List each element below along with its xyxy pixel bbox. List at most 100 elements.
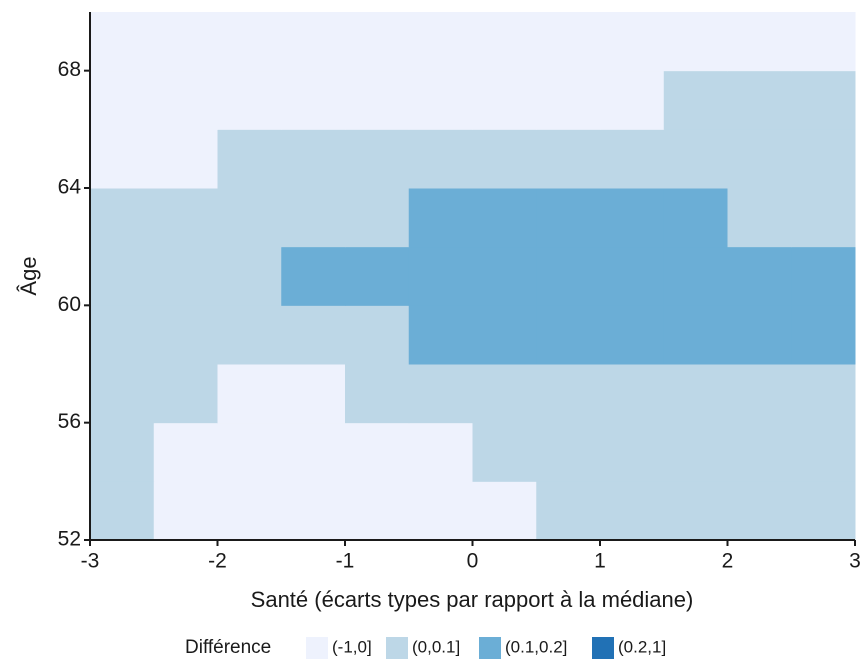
x-axis-label: Santé (écarts types par rapport à la méd… — [251, 587, 694, 612]
heatmap-cell — [663, 422, 728, 482]
heatmap-cell — [217, 422, 282, 482]
heatmap-cell — [727, 129, 792, 189]
heatmap-cell — [90, 12, 155, 72]
heatmap-cell — [408, 188, 473, 248]
heatmap-cell — [663, 12, 728, 72]
heatmap-cell — [345, 12, 410, 72]
heatmap-cell — [791, 70, 856, 130]
heatmap-cell — [791, 246, 856, 306]
heatmap-cell — [791, 129, 856, 189]
heatmap-cell — [345, 70, 410, 130]
heatmap-cell — [791, 12, 856, 72]
heatmap-cell — [345, 364, 410, 424]
heatmap-cell — [727, 481, 792, 541]
heatmap-cell — [791, 305, 856, 365]
heatmap-cell — [536, 246, 601, 306]
heatmap-cell — [663, 305, 728, 365]
heatmap-cell — [663, 188, 728, 248]
y-tick-label: 64 — [58, 176, 82, 199]
y-tick-label: 68 — [58, 58, 81, 81]
heatmap-cell — [90, 422, 155, 482]
heatmap-cell — [472, 481, 537, 541]
heatmap-cell — [153, 188, 218, 248]
y-tick-label: 52 — [58, 528, 81, 551]
heatmap-cell — [281, 188, 346, 248]
heatmap-cell — [153, 246, 218, 306]
heatmap-cell — [90, 305, 155, 365]
legend-label: (0,0.1] — [412, 637, 460, 656]
x-tick-label: -2 — [208, 550, 227, 573]
heatmap-cell — [408, 481, 473, 541]
heatmap-cell — [153, 129, 218, 189]
heatmap-cell — [727, 12, 792, 72]
heatmap-cell — [281, 422, 346, 482]
y-tick-label: 60 — [58, 293, 81, 316]
heatmap-cell — [536, 188, 601, 248]
heatmap-cell — [600, 129, 665, 189]
heatmap-cell — [472, 12, 537, 72]
heatmap-cell — [536, 481, 601, 541]
heatmap-cell — [600, 188, 665, 248]
heatmap-cell — [153, 422, 218, 482]
heatmap-cell — [90, 246, 155, 306]
heatmap-cell — [791, 188, 856, 248]
heatmap-cell — [90, 364, 155, 424]
x-tick-label: 0 — [467, 550, 479, 573]
legend-label: (0.2,1] — [618, 637, 666, 656]
legend-label: (-1,0] — [332, 637, 372, 656]
y-tick-label: 56 — [58, 410, 81, 433]
heatmap-cell — [217, 70, 282, 130]
heatmap-cell — [345, 481, 410, 541]
heatmap-cell — [281, 246, 346, 306]
heatmap-cell — [217, 305, 282, 365]
heatmap-cell — [791, 422, 856, 482]
heatmap-cell — [153, 12, 218, 72]
heatmap-cell — [600, 364, 665, 424]
heatmap-cell — [663, 70, 728, 130]
heatmap-cell — [90, 481, 155, 541]
heatmap-cell — [408, 422, 473, 482]
x-tick-label: -1 — [336, 550, 355, 573]
heatmap-cell — [536, 129, 601, 189]
heatmap-cell — [281, 12, 346, 72]
heatmap-cell — [472, 305, 537, 365]
heatmap-cell — [408, 129, 473, 189]
heatmap-cell — [600, 12, 665, 72]
heatmap-cell — [281, 129, 346, 189]
heatmap-cell — [472, 246, 537, 306]
legend-label: (0.1,0.2] — [505, 637, 567, 656]
heatmap-cell — [345, 188, 410, 248]
heatmap-cell — [90, 129, 155, 189]
heatmap-cell — [345, 129, 410, 189]
heatmap-cell — [281, 364, 346, 424]
heatmap-cell — [791, 481, 856, 541]
heatmap-cell — [600, 246, 665, 306]
heatmap-cell — [727, 70, 792, 130]
heatmap-cell — [536, 422, 601, 482]
heatmap-cell — [281, 305, 346, 365]
heatmap-cell — [472, 422, 537, 482]
legend-title: Différence — [185, 637, 271, 658]
heatmap-cell — [472, 188, 537, 248]
heatmap-cell — [153, 305, 218, 365]
heatmap-cell — [791, 364, 856, 424]
heatmap-cell — [472, 70, 537, 130]
x-tick-label: 1 — [594, 550, 606, 573]
heatmap-cell — [536, 70, 601, 130]
heatmap-cell — [217, 12, 282, 72]
y-axis-label: Âge — [16, 256, 41, 295]
heatmap-cell — [663, 481, 728, 541]
legend-swatch — [306, 637, 328, 659]
heatmap-cell — [408, 364, 473, 424]
heatmap-cell — [217, 364, 282, 424]
heatmap-cell — [90, 188, 155, 248]
heatmap-cell — [217, 246, 282, 306]
heatmap-cell — [663, 129, 728, 189]
heatmap-cell — [408, 70, 473, 130]
heatmap-cell — [408, 12, 473, 72]
x-tick-label: 3 — [849, 550, 861, 573]
heatmap-cell — [727, 422, 792, 482]
x-tick-label: 2 — [722, 550, 734, 573]
heatmap-cell — [536, 364, 601, 424]
heatmap-cell — [281, 481, 346, 541]
